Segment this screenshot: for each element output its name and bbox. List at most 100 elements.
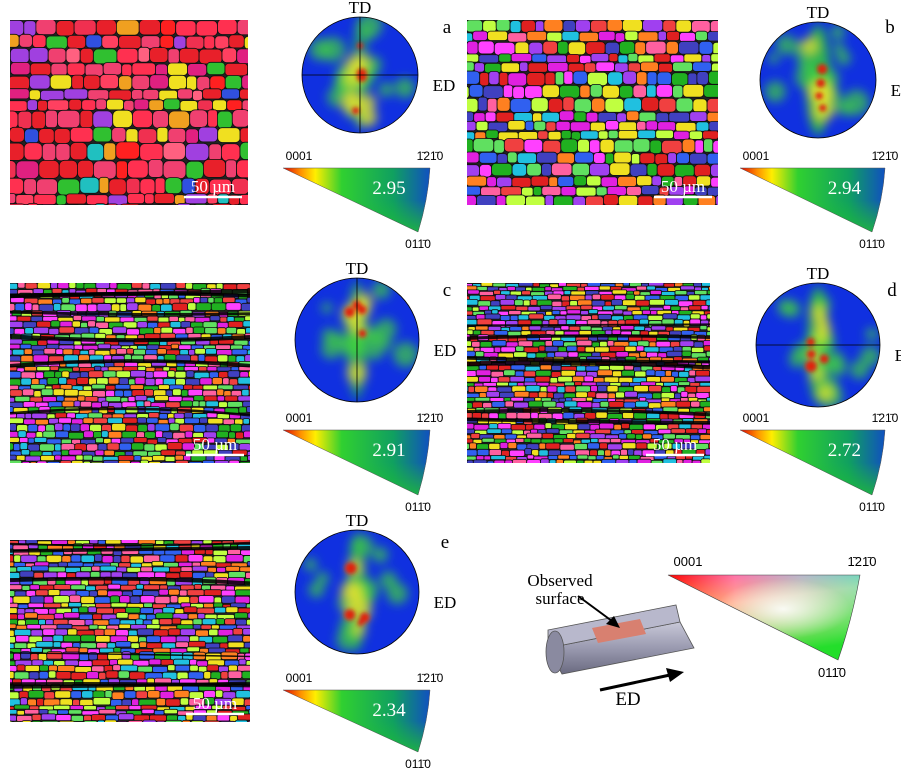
grain	[684, 54, 702, 62]
grain	[504, 370, 516, 376]
grain	[667, 351, 682, 356]
grain	[616, 352, 629, 357]
grain	[81, 555, 95, 562]
grain	[590, 163, 610, 176]
grain	[192, 204, 210, 221]
grain	[520, 62, 528, 71]
grain	[98, 590, 108, 596]
grain	[539, 450, 549, 456]
grain	[707, 327, 723, 331]
grain	[0, 76, 8, 90]
grain	[197, 661, 208, 667]
grain	[135, 297, 146, 303]
grain	[559, 283, 567, 287]
grain	[564, 291, 571, 295]
grain	[460, 341, 472, 347]
grain	[81, 635, 96, 642]
grain	[134, 437, 147, 442]
grain	[53, 642, 61, 648]
grain	[66, 48, 80, 63]
intensity-blob	[816, 321, 831, 336]
grain	[80, 177, 99, 193]
grain	[595, 429, 611, 434]
grain	[24, 143, 42, 160]
grain	[163, 563, 178, 568]
grain	[678, 382, 689, 386]
grain	[57, 396, 65, 401]
grain	[31, 384, 46, 389]
grain	[59, 160, 77, 178]
grain	[95, 450, 104, 455]
grain	[23, 402, 35, 408]
grain	[9, 418, 24, 424]
ipf-corner: 011̄0	[859, 500, 885, 514]
grain	[116, 20, 139, 35]
grain	[44, 371, 55, 378]
grain	[473, 139, 494, 152]
grain	[528, 401, 542, 407]
grain	[549, 177, 558, 187]
grain	[473, 460, 487, 466]
grain	[69, 432, 84, 439]
grain	[107, 99, 124, 110]
grain	[599, 443, 607, 449]
grain	[666, 41, 678, 54]
grain	[507, 152, 517, 163]
grain	[188, 555, 203, 562]
grain	[127, 194, 144, 204]
grain	[623, 282, 629, 286]
grain	[237, 20, 257, 35]
grain	[646, 370, 655, 376]
grain	[110, 283, 117, 289]
grain	[580, 131, 598, 139]
grain	[238, 396, 252, 401]
grain	[217, 350, 232, 356]
grain	[663, 459, 677, 465]
intensity-blob	[387, 583, 408, 604]
grain	[52, 289, 62, 294]
grain	[621, 382, 629, 386]
grain	[88, 607, 96, 613]
grain	[4, 555, 14, 562]
grain	[543, 140, 561, 153]
corner-label: 011̄0	[818, 665, 846, 680]
grain	[575, 20, 590, 32]
grain	[103, 460, 118, 467]
grain	[211, 303, 226, 311]
grain	[460, 292, 467, 296]
intensity-blob	[365, 326, 381, 342]
grain	[666, 327, 674, 331]
grain	[123, 390, 131, 397]
grain	[665, 371, 671, 377]
grain	[126, 607, 141, 613]
grain	[467, 330, 473, 335]
grain	[159, 589, 169, 595]
grain	[85, 64, 103, 76]
grain	[563, 286, 577, 290]
grain	[510, 99, 531, 113]
grain	[193, 625, 201, 629]
grain	[691, 347, 703, 352]
grain	[155, 424, 170, 432]
grain	[595, 347, 610, 352]
grain	[116, 705, 129, 709]
grain	[549, 460, 556, 466]
pole-figure	[756, 283, 880, 409]
grain	[623, 300, 637, 306]
grain	[228, 572, 245, 578]
grain	[142, 283, 150, 289]
grain	[542, 85, 559, 98]
grain	[573, 196, 586, 207]
grain	[44, 692, 55, 699]
grain	[37, 367, 50, 371]
grain	[480, 73, 489, 86]
grain	[175, 460, 188, 467]
grain	[490, 398, 504, 402]
grain	[516, 346, 524, 351]
grain	[150, 75, 169, 89]
grain	[211, 672, 221, 679]
grain	[159, 414, 167, 419]
grain	[698, 429, 707, 434]
grain	[72, 75, 84, 89]
grain	[10, 127, 25, 142]
